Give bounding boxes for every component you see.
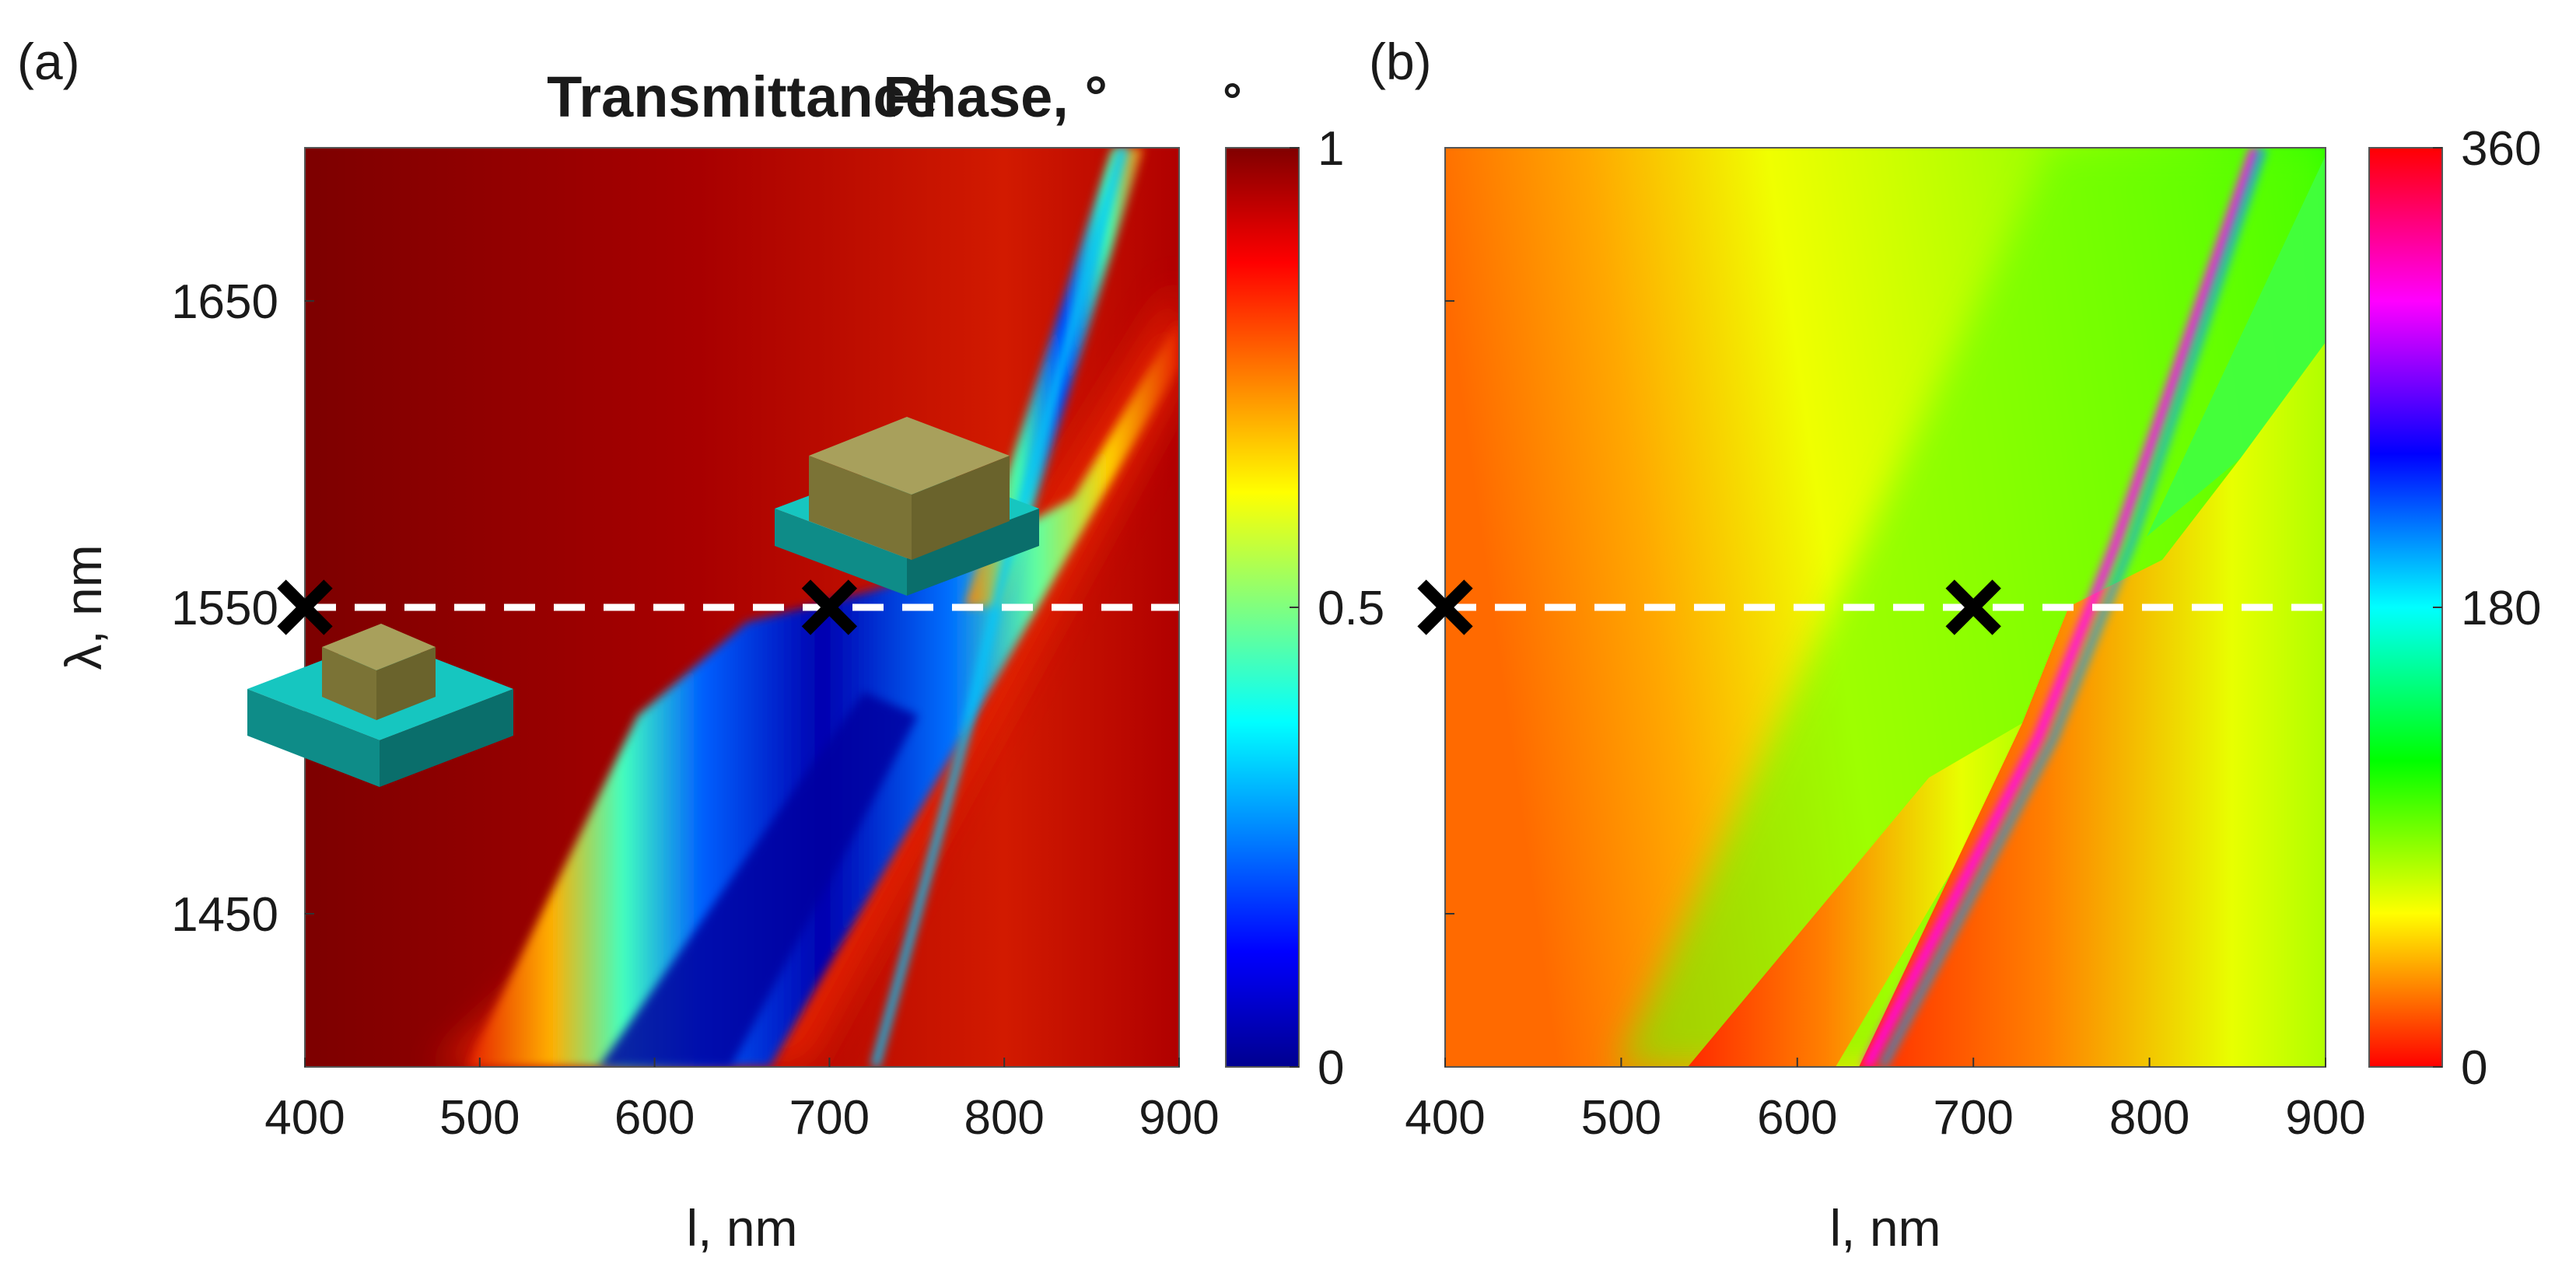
panel-b-label: (b) [1369,33,1432,90]
panel-a-marker-x [801,579,858,635]
panel-a-x-tick-label: 400 [264,1091,345,1145]
transmittance-resonance-band [467,319,1179,1067]
panel-b-axis-group: 400 500 600 700 800 900 [1405,300,2366,1145]
panel-a-ylabel: λ, nm [54,544,112,670]
transmittance-narrow-line [871,148,1127,1067]
panel-b-xlabel: l, nm [1829,1199,1941,1257]
panel-b-x-tick-label: 400 [1405,1091,1485,1145]
panel-a-y-tick-label: 1650 [171,275,278,329]
panel-a-xlabel: l, nm [686,1199,797,1257]
panel-b-x-tick-label: 900 [2285,1091,2365,1145]
inset-large-unit-cell [775,417,1039,596]
panel-b-colorbar-tick-label: 0 [2461,1041,2487,1095]
panel-b-marker-x [1417,579,1473,635]
panel-a-y-tick-label: 1450 [171,888,278,942]
colorbar-transmittance-ticks: 00.51 [1290,122,1384,1095]
panel-b-colorbar-tick-label: 180 [2461,582,2541,635]
panel-a-x-tick-label: 900 [1139,1091,1219,1145]
panel-b-x-tick-label: 800 [2109,1091,2189,1145]
panel-b-x-tick-label: 600 [1757,1091,1837,1145]
inset-small-unit-cell [247,624,513,787]
panel-a-x-tick-label: 500 [439,1091,520,1145]
panel-b-colorbar-tick-label: 360 [2461,122,2541,176]
colorbar-phase [2368,147,2443,1068]
phase-wrap-region-lower [1688,723,2030,1067]
panel-a-label: (a) [17,33,80,90]
transmittance-heatmap [305,148,1179,1067]
panel-a-marker-x [277,579,333,635]
phase-upper-green-wedge [2147,156,2326,537]
panel-b-x-tick-label: 700 [1933,1091,2013,1145]
transmittance-resonance-core [599,692,918,1067]
colorbar-transmittance [1225,147,1300,1068]
panel-a-y-tick-label: 1550 [171,582,278,635]
panel-a-axis-group: 400 500 600 700 800 900 1450 1550 1650 [171,275,1220,1145]
panel-b-x-tick-label: 500 [1581,1091,1661,1145]
panel-a-colorbar-tick-label: 0 [1318,1041,1344,1095]
panel-b-title-degree: ° [1223,74,1242,128]
panel-a-x-tick-label: 700 [789,1091,870,1145]
colorbar-phase-ticks: 0 180 360 [2433,122,2541,1095]
panel-a-x-tick-label: 600 [614,1091,695,1145]
panel-b-title: Phase, ° [883,65,1108,129]
phase-heatmap [1445,148,2326,1067]
phase-wrap-line-blue [1878,148,2267,1067]
panel-a-colorbar-tick-label: 1 [1318,122,1344,176]
panel-a-title: Transmittance [547,65,937,129]
panel-a-colorbar-tick-label: 0.5 [1318,582,1384,635]
panel-b-marker-x [1945,579,2001,635]
phase-wrap-line [1862,148,2260,1067]
panel-a-x-tick-label: 800 [964,1091,1044,1145]
